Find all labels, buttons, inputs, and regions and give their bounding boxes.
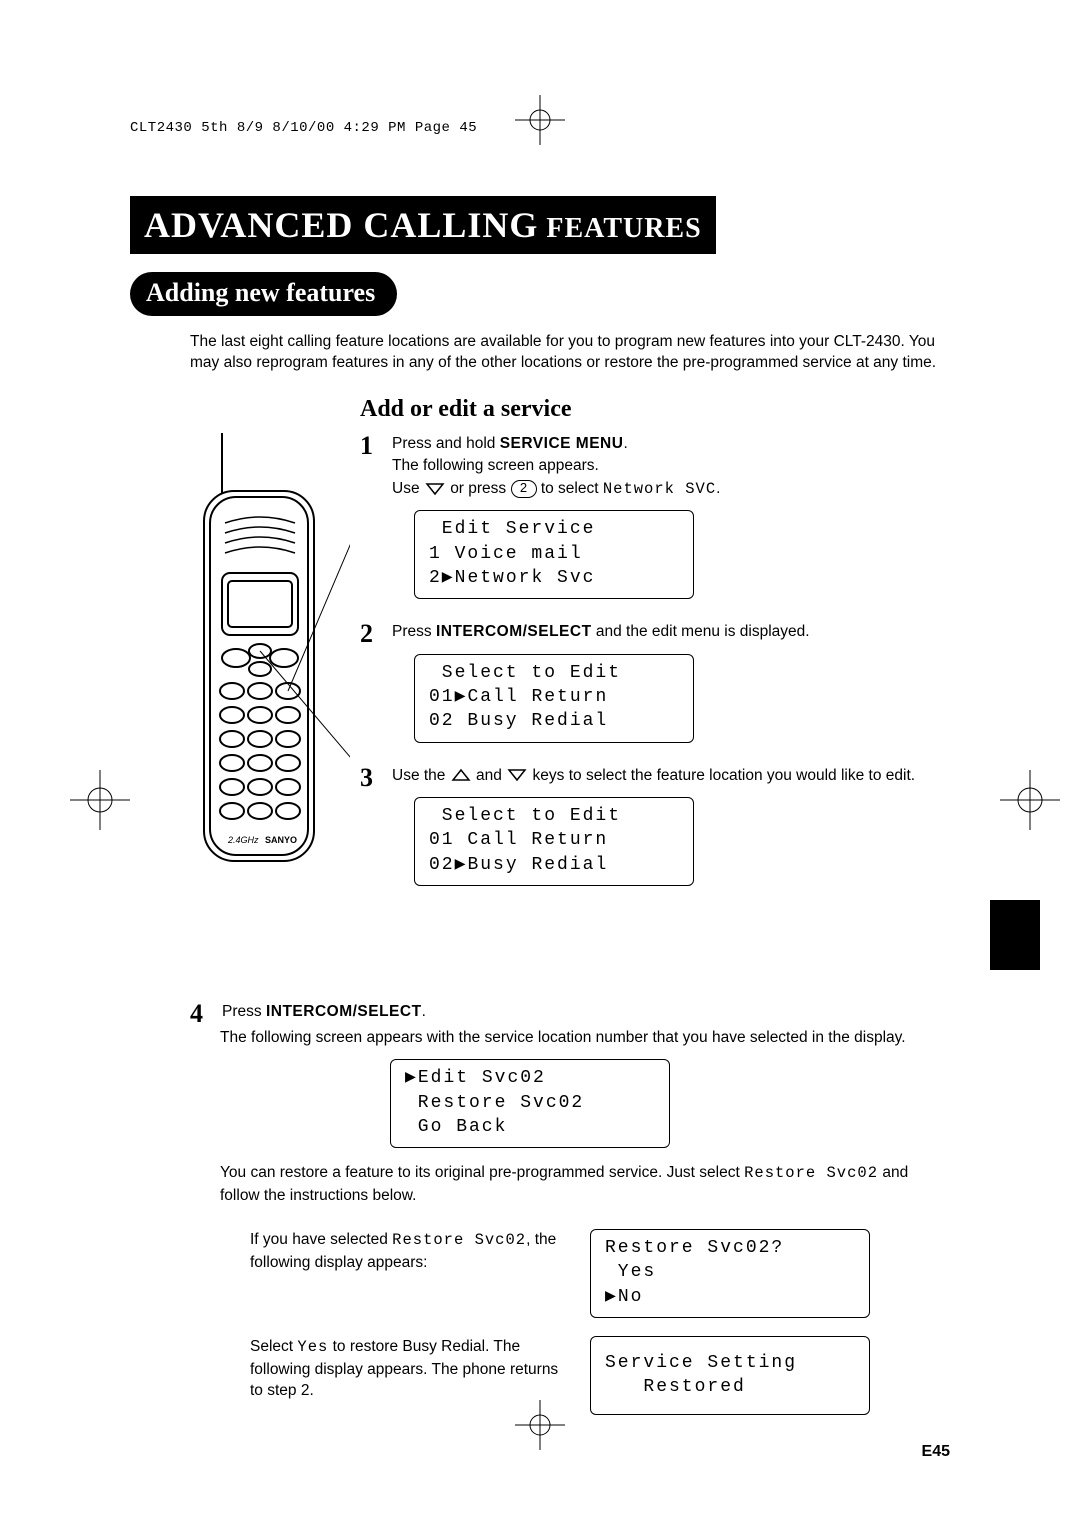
step-text: Press bbox=[222, 1003, 266, 1020]
restore-note: You can restore a feature to its origina… bbox=[220, 1162, 950, 1207]
step-4: 4 Press INTERCOM/SELECT. The following s… bbox=[130, 1001, 950, 1415]
step-2: 2 Press INTERCOM/SELECT and the edit men… bbox=[360, 621, 950, 742]
svg-text:SANYO: SANYO bbox=[265, 835, 297, 845]
step-number: 2 bbox=[360, 621, 382, 647]
crop-mark-right bbox=[1000, 770, 1060, 830]
lcd-screen: Restore Svc02? Yes ▶No bbox=[590, 1229, 870, 1318]
step-body: Press INTERCOM/SELECT. bbox=[222, 1001, 950, 1023]
step-body: Use the and keys to select the feature l… bbox=[392, 765, 950, 886]
step-text: The following screen appears. bbox=[392, 457, 599, 474]
step-text: Select bbox=[250, 1338, 297, 1355]
restore-row-text: Select Yes to restore Busy Redial. The f… bbox=[250, 1336, 560, 1402]
step-text: . bbox=[422, 1003, 426, 1020]
intro-paragraph: The last eight calling feature locations… bbox=[130, 332, 950, 374]
steps-area: 2.4GHz SANYO 1 Press and hold SERVICE ME… bbox=[130, 433, 950, 993]
lcd-screen: Select to Edit 01▶Call Return 02 Busy Re… bbox=[414, 654, 694, 743]
step-text: The following screen appears with the se… bbox=[220, 1027, 940, 1049]
step-number: 4 bbox=[190, 1001, 212, 1027]
mono-text: Network SVC bbox=[603, 480, 716, 498]
step-text: Use bbox=[392, 480, 424, 497]
step-text: and bbox=[476, 767, 506, 784]
lcd-screen: Edit Service 1 Voice mail 2▶Network Svc bbox=[414, 510, 694, 599]
page-number: E45 bbox=[922, 1443, 950, 1461]
step-1: 1 Press and hold SERVICE MENU. The follo… bbox=[360, 433, 950, 599]
lcd-screen: Service Setting Restored bbox=[590, 1336, 870, 1415]
lcd-screen: Select to Edit 01 Call Return 02▶Busy Re… bbox=[414, 797, 694, 886]
step-text: . bbox=[623, 435, 627, 452]
up-arrow-icon bbox=[450, 767, 472, 783]
edge-tab bbox=[990, 900, 1040, 970]
restore-row-text: If you have selected Restore Svc02, the … bbox=[250, 1229, 560, 1273]
step-text: Press and hold bbox=[392, 435, 500, 452]
title-sub: FEATURES bbox=[538, 213, 701, 244]
section-pill: Adding new features bbox=[130, 272, 397, 316]
down-arrow-icon bbox=[506, 767, 528, 783]
step-body: Press INTERCOM/SELECT and the edit menu … bbox=[392, 621, 950, 742]
step-text: to select bbox=[541, 480, 603, 497]
title-main: ADVANCED CALLING bbox=[144, 205, 538, 245]
step-text-bold: INTERCOM/SELECT bbox=[266, 1003, 422, 1020]
step-3: 3 Use the and keys to select the feature… bbox=[360, 765, 950, 886]
mono-text: Restore Svc02 bbox=[392, 1231, 526, 1249]
handset-illustration: 2.4GHz SANYO bbox=[170, 433, 350, 873]
step-body: Press and hold SERVICE MENU. The followi… bbox=[392, 433, 950, 599]
step-text-bold: SERVICE MENU bbox=[500, 435, 624, 452]
svg-text:2.4GHz: 2.4GHz bbox=[227, 835, 259, 845]
step-text: Press bbox=[392, 623, 436, 640]
restore-row-2: Select Yes to restore Busy Redial. The f… bbox=[250, 1336, 950, 1415]
title-bar: ADVANCED CALLING FEATURES bbox=[130, 196, 716, 254]
step-text: You can restore a feature to its origina… bbox=[220, 1164, 744, 1181]
crop-mark-left bbox=[70, 770, 130, 830]
step-text-bold: INTERCOM/SELECT bbox=[436, 623, 592, 640]
mono-text: Restore Svc02 bbox=[744, 1164, 878, 1182]
step-text: keys to select the feature location you … bbox=[533, 767, 916, 784]
down-arrow-icon bbox=[424, 481, 446, 497]
lcd-screen: ▶Edit Svc02 Restore Svc02 Go Back bbox=[390, 1059, 670, 1148]
page-content: CLT2430 5th 8/9 8/10/00 4:29 PM Page 45 … bbox=[130, 120, 950, 1433]
step-text: Use the bbox=[392, 767, 450, 784]
key-2-icon: 2 bbox=[511, 480, 537, 498]
step-number: 3 bbox=[360, 765, 382, 791]
step-text: or press bbox=[450, 480, 510, 497]
restore-row-1: If you have selected Restore Svc02, the … bbox=[250, 1229, 950, 1318]
print-header: CLT2430 5th 8/9 8/10/00 4:29 PM Page 45 bbox=[130, 120, 950, 136]
mono-text: Yes bbox=[297, 1338, 328, 1356]
step-text: and the edit menu is displayed. bbox=[592, 623, 810, 640]
subsection-heading: Add or edit a service bbox=[360, 396, 950, 423]
step-text: If you have selected bbox=[250, 1231, 392, 1248]
step-number: 1 bbox=[360, 433, 382, 459]
